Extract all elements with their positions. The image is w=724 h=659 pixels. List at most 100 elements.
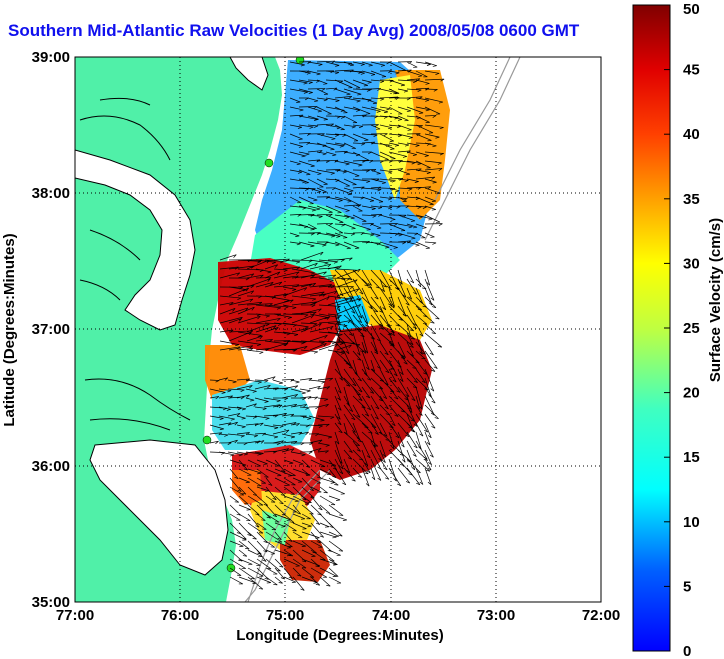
velocity-arrowhead [385,246,390,249]
velocity-arrow [229,468,239,479]
velocity-arrowhead [368,64,373,67]
velocity-arrowhead [309,126,314,129]
velocity-arrow [352,133,369,141]
velocity-arrowhead [421,352,426,355]
velocity-arrowhead [263,463,268,465]
velocity-arrow [327,340,344,344]
velocity-arrow [316,115,328,120]
velocity-arrow [281,413,294,417]
velocity-arrow [273,258,290,261]
velocity-arrowhead [224,434,229,437]
velocity-arrow [308,424,323,427]
velocity-arrowhead [396,125,401,129]
velocity-arrowhead [388,171,393,174]
velocity-arrow [310,522,324,538]
velocity-arrow [237,290,254,297]
velocity-arrow [219,346,241,351]
velocity-arrow [316,151,327,155]
velocity-arrow [237,340,261,345]
velocity-arrowhead [438,101,443,104]
velocity-arrowhead [332,475,337,478]
velocity-arrow [361,133,378,136]
velocity-arrowhead [436,192,441,195]
velocity-arrowhead [323,271,327,275]
velocity-arrow [334,395,342,411]
velocity-arrowhead [440,78,445,82]
velocity-arrow [406,386,416,401]
velocity-arrow [406,160,422,164]
velocity-arrow [246,278,271,288]
velocity-arrowhead [428,218,433,221]
velocity-arrowhead [252,390,257,393]
velocity-arrowhead [371,208,376,211]
velocity-arrow [282,259,301,263]
velocity-arrow [245,397,255,401]
velocity-arrow [379,431,390,441]
velocity-arrowhead [300,442,305,446]
velocity-arrowhead [249,298,254,303]
velocity-arrow [265,540,275,548]
velocity-arrowhead [284,397,289,401]
velocity-arrowhead [369,391,374,394]
velocity-arrowhead [292,307,297,310]
velocity-arrow [289,151,306,157]
velocity-arrowhead [356,109,361,112]
velocity-arrow [218,433,229,436]
velocity-arrow [307,214,323,217]
velocity-arrow [406,88,422,91]
velocity-arrow [283,540,293,548]
x-tick-label: 72:00 [582,607,620,624]
velocity-arrow [209,432,223,435]
velocity-arrowhead [258,588,263,590]
velocity-arrow [334,449,344,470]
velocity-arrowhead [295,235,300,237]
velocity-arrow [318,343,339,351]
velocity-arrow [238,558,253,565]
velocity-arrow [238,486,247,495]
velocity-arrow [397,169,411,175]
velocity-arrow [379,440,387,458]
velocity-arrowhead [303,346,308,350]
velocity-arrow [328,540,344,552]
velocity-arrow [301,468,310,476]
velocity-arrowhead [281,526,286,528]
velocity-arrow [265,513,280,523]
velocity-arrow [292,495,310,505]
velocity-arrowhead [315,565,320,568]
velocity-arrow [318,290,338,297]
velocity-arrow [343,214,355,219]
velocity-arrow [317,397,329,400]
velocity-arrowhead [356,100,361,103]
velocity-arrowhead [365,324,369,328]
velocity-arrow [310,495,323,511]
velocity-arrow [264,281,282,288]
velocity-arrow [299,431,309,435]
velocity-arrow [388,97,400,99]
pamlico-sound [89,439,229,576]
velocity-arrow [343,449,353,460]
velocity-arrow [379,467,390,480]
velocity-arrowhead [276,442,281,446]
velocity-arrow [316,178,328,185]
velocity-arrow [406,61,418,68]
velocity-arrow [274,486,286,496]
velocity-arrowhead [340,352,345,355]
velocity-arrowhead [367,283,372,286]
velocity-arrow [301,459,311,468]
velocity-arrow [406,422,416,433]
site-marker [264,158,274,168]
velocity-arrow [343,377,361,396]
velocity-arrow [406,78,421,81]
velocity-arrowhead [386,286,391,289]
velocity-arrow [361,241,381,244]
velocity-arrow [291,295,316,300]
velocity-arrow [424,386,436,404]
velocity-arrowhead [335,65,340,67]
velocity-arrowhead [378,399,383,402]
velocity-arrowhead [305,431,309,435]
velocity-arrow [352,413,369,429]
velocity-arrow [343,422,348,435]
velocity-arrow [424,78,445,81]
velocity-arrow [379,305,391,328]
velocity-arrowhead [329,223,333,226]
